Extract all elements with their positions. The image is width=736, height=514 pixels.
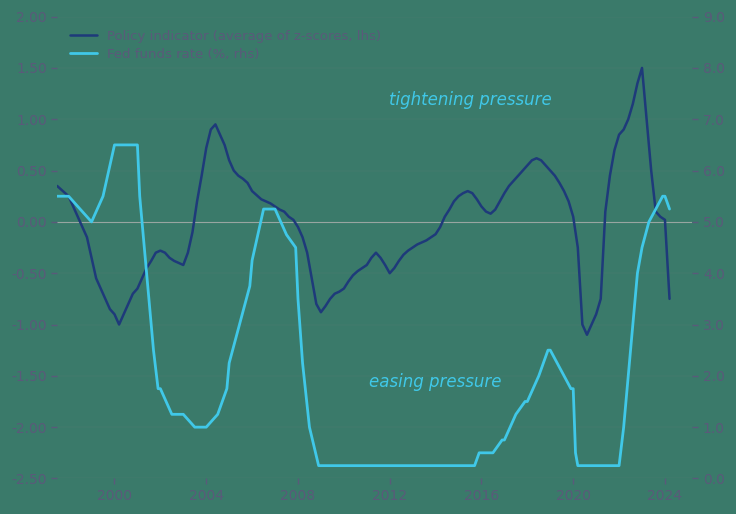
- Fed funds rate (%, rhs): [553, 360, 562, 366]
- Text: easing pressure: easing pressure: [369, 373, 502, 391]
- Fed funds rate (%, rhs): [580, 463, 589, 469]
- Fed funds rate (%, rhs): [314, 463, 323, 469]
- Fed funds rate (%, rhs): [431, 463, 440, 469]
- Fed funds rate (%, rhs): [615, 463, 623, 469]
- Policy indicator (average of z-scores, lhs): [637, 65, 646, 71]
- Policy indicator (average of z-scores, lhs): [188, 229, 197, 235]
- Policy indicator (average of z-scores, lhs): [629, 101, 637, 107]
- Line: Policy indicator (average of z-scores, lhs): Policy indicator (average of z-scores, l…: [57, 68, 670, 335]
- Fed funds rate (%, rhs): [489, 450, 498, 456]
- Fed funds rate (%, rhs): [665, 206, 674, 212]
- Fed funds rate (%, rhs): [53, 193, 62, 199]
- Policy indicator (average of z-scores, lhs): [665, 296, 674, 302]
- Policy indicator (average of z-scores, lhs): [633, 80, 642, 86]
- Fed funds rate (%, rhs): [633, 270, 642, 277]
- Policy indicator (average of z-scores, lhs): [87, 255, 96, 261]
- Policy indicator (average of z-scores, lhs): [289, 217, 298, 223]
- Text: tightening pressure: tightening pressure: [389, 91, 551, 109]
- Policy indicator (average of z-scores, lhs): [206, 126, 215, 133]
- Fed funds rate (%, rhs): [110, 142, 119, 148]
- Line: Fed funds rate (%, rhs): Fed funds rate (%, rhs): [57, 145, 670, 466]
- Legend: Policy indicator (average of z-scores, lhs), Fed funds rate (%, rhs): Policy indicator (average of z-scores, l…: [64, 23, 388, 68]
- Policy indicator (average of z-scores, lhs): [53, 183, 62, 189]
- Policy indicator (average of z-scores, lhs): [583, 332, 592, 338]
